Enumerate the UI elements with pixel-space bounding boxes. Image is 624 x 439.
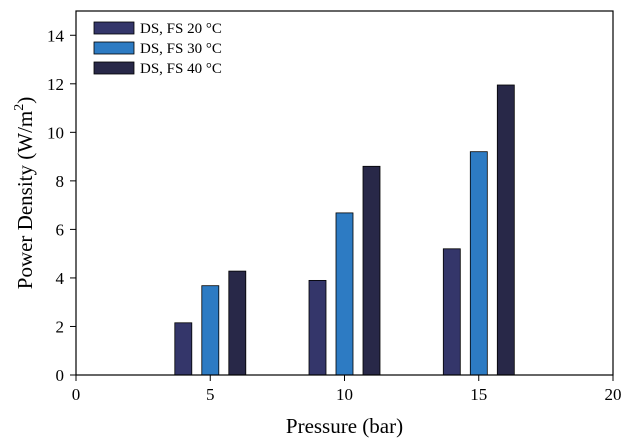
y-tick-label: 2	[56, 317, 65, 336]
bar-series1-x15	[442, 248, 461, 376]
bar-series3-x15	[496, 84, 515, 376]
x-tick-label: 15	[470, 385, 487, 404]
bar-series3-x10	[362, 165, 381, 376]
legend-label-1: DS, FS 20 °C	[140, 21, 222, 37]
y-tick-label: 0	[56, 366, 65, 385]
y-axis-title-suffix: )	[13, 97, 37, 104]
legend-swatch-3	[93, 61, 135, 75]
bar-series2-x10	[335, 212, 354, 376]
x-tick-label: 10	[336, 385, 353, 404]
y-tick-label: 12	[47, 75, 64, 94]
legend-swatch-1	[93, 21, 135, 35]
y-axis-title-main: Power Density (W/m	[13, 111, 37, 289]
bar-series2-x15	[469, 151, 488, 376]
y-axis-title-superscript: 2	[12, 104, 27, 111]
y-tick-label: 14	[47, 26, 65, 45]
bar-series1-x10	[308, 279, 327, 376]
ticks-group: 0 5 10 15 20 0 2 4 6 8 10 12 14	[47, 26, 622, 404]
y-tick-label: 4	[56, 269, 65, 288]
y-axis-title: Power Density (W/m2)	[12, 97, 37, 289]
bar-series1-x5	[174, 322, 193, 376]
legend-label-3: DS, FS 40 °C	[140, 61, 222, 77]
x-tick-label: 20	[605, 385, 622, 404]
bar-series3-x5	[228, 270, 247, 376]
legend-swatch-2	[93, 41, 135, 55]
x-axis-title: Pressure (bar)	[286, 414, 403, 438]
bars-group	[174, 84, 515, 376]
y-tick-label: 6	[56, 220, 65, 239]
y-tick-label: 10	[47, 123, 64, 142]
legend-label-2: DS, FS 30 °C	[140, 41, 222, 57]
plot-frame	[75, 10, 614, 376]
bar-series2-x5	[201, 285, 220, 376]
x-tick-label: 0	[72, 385, 81, 404]
y-tick-label: 8	[56, 172, 65, 191]
legend: DS, FS 20 °C DS, FS 30 °C DS, FS 40 °C	[93, 21, 222, 77]
x-tick-label: 5	[206, 385, 215, 404]
